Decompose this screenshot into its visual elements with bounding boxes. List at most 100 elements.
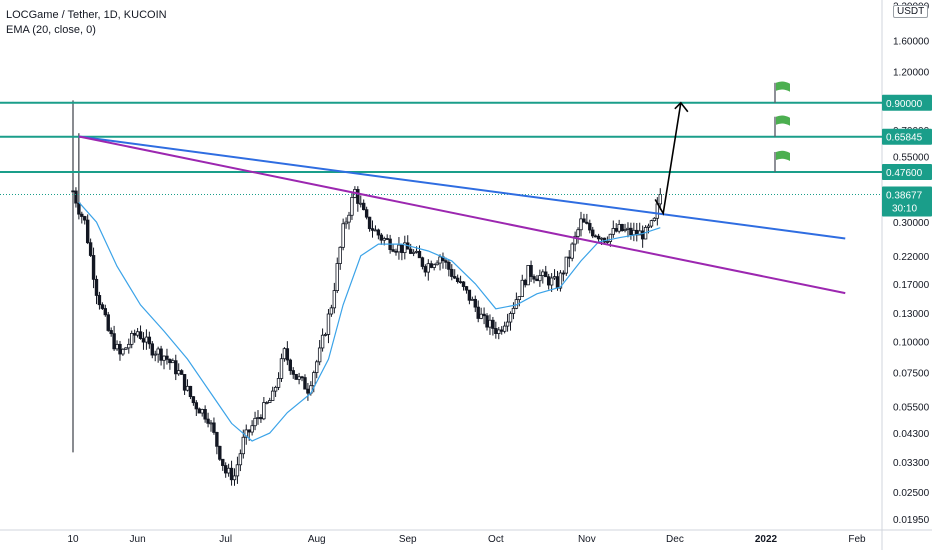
candle-body: [491, 319, 495, 329]
candle-body: [458, 281, 463, 284]
indicator-label[interactable]: EMA (20, close, 0): [6, 24, 96, 36]
price-tick-label: 0.03300: [893, 458, 930, 469]
candle-body: [632, 229, 636, 236]
candle-body: [408, 248, 413, 254]
candle-body: [247, 429, 251, 433]
candle-body: [361, 202, 366, 211]
time-tick-label: Oct: [488, 534, 504, 545]
symbol-title[interactable]: LOCGame / Tether, 1D, KUCOIN: [6, 9, 167, 21]
candle-body: [235, 464, 240, 477]
candle-body: [291, 370, 295, 375]
chart-legend: LOCGame / Tether, 1D, KUCOIN EMA (20, cl…: [6, 8, 167, 38]
candle-body: [80, 213, 84, 217]
chart-overlays: [0, 81, 882, 442]
candle-body: [564, 256, 569, 274]
candle-body: [423, 266, 428, 273]
candle-body: [138, 331, 143, 339]
candle-body: [288, 359, 292, 371]
candle-body: [588, 223, 592, 231]
candle-body: [132, 332, 137, 336]
candle-body: [115, 343, 119, 350]
candle-body: [608, 233, 613, 242]
candle-body: [470, 298, 475, 301]
candle-body: [502, 325, 507, 332]
candle-body: [188, 385, 193, 398]
candle-body: [500, 329, 504, 332]
candle-body: [88, 242, 93, 256]
candle-body: [256, 417, 260, 419]
candle-body: [147, 336, 152, 345]
candle-body: [505, 321, 510, 327]
currency-badge[interactable]: USDT: [893, 5, 929, 18]
candle-body: [497, 329, 501, 334]
price-tick-label: 0.55000: [893, 152, 930, 163]
candle-body: [300, 376, 304, 379]
candle-body: [194, 402, 199, 410]
candle-body: [438, 256, 442, 264]
time-tick-label: 2022: [755, 534, 778, 545]
candle-body: [306, 388, 310, 394]
time-tick-label: Feb: [848, 534, 866, 545]
candle-body: [127, 343, 131, 349]
candle-body: [71, 190, 75, 193]
candle-body: [473, 298, 477, 308]
candle-body: [168, 358, 172, 364]
level-price-label: 0.47600: [886, 168, 923, 179]
candle-body: [106, 314, 110, 331]
price-tick-label: 1.60000: [893, 36, 930, 47]
candle-body: [268, 400, 272, 403]
candle-body: [582, 218, 586, 223]
flag-icon: [776, 150, 790, 161]
candle-body: [397, 244, 401, 253]
candle-body: [273, 386, 278, 392]
level-price-label: 0.65845: [886, 133, 923, 144]
candle-body: [640, 230, 645, 240]
candle-body: [614, 228, 618, 232]
price-tick-label: 0.30000: [893, 218, 930, 229]
candle-body: [461, 281, 466, 287]
candle-body: [617, 223, 621, 232]
candle-body: [370, 228, 375, 231]
candle-body: [347, 214, 351, 223]
candle-body: [417, 250, 422, 259]
candle-body: [150, 343, 154, 356]
candle-body: [558, 272, 563, 289]
time-tick-label: Dec: [666, 534, 684, 545]
candle-body: [573, 235, 577, 245]
candle-body: [447, 261, 451, 270]
candle-body: [373, 229, 378, 232]
price-axis[interactable]: 2.200001.600001.200000.700000.550000.300…: [882, 2, 932, 526]
candle-body: [596, 235, 601, 240]
candle-body: [317, 347, 322, 363]
candle-body: [259, 417, 263, 420]
candle-body: [244, 429, 248, 438]
candle-body: [109, 330, 113, 335]
level-price-label: 0.90000: [886, 99, 923, 110]
level-price-tag: [882, 163, 932, 180]
candle-body: [646, 225, 651, 228]
candle-body: [203, 409, 207, 420]
candle-body: [179, 370, 184, 375]
candle-body: [124, 347, 128, 350]
candle-body: [279, 358, 284, 379]
candle-body: [544, 271, 548, 278]
candle-body: [652, 217, 657, 222]
candle-body: [226, 467, 231, 474]
candle-body: [444, 260, 448, 263]
candle-body: [561, 272, 566, 275]
time-axis[interactable]: 10 Jun Jul Aug Sep Oct Nov Dec 2022 Feb: [67, 534, 866, 545]
candle-body: [238, 453, 243, 466]
candle-body: [197, 408, 201, 414]
candle-body: [191, 396, 196, 404]
price-tick-label: 0.01950: [893, 515, 930, 526]
candle-body: [359, 202, 363, 205]
candle-body: [326, 313, 331, 335]
candle-body: [467, 289, 472, 301]
candle-body: [344, 221, 348, 225]
candle-body: [455, 277, 460, 283]
candle-body: [535, 278, 539, 282]
trendline: [78, 135, 846, 295]
candle-body: [276, 378, 281, 388]
candle-body: [144, 336, 149, 343]
